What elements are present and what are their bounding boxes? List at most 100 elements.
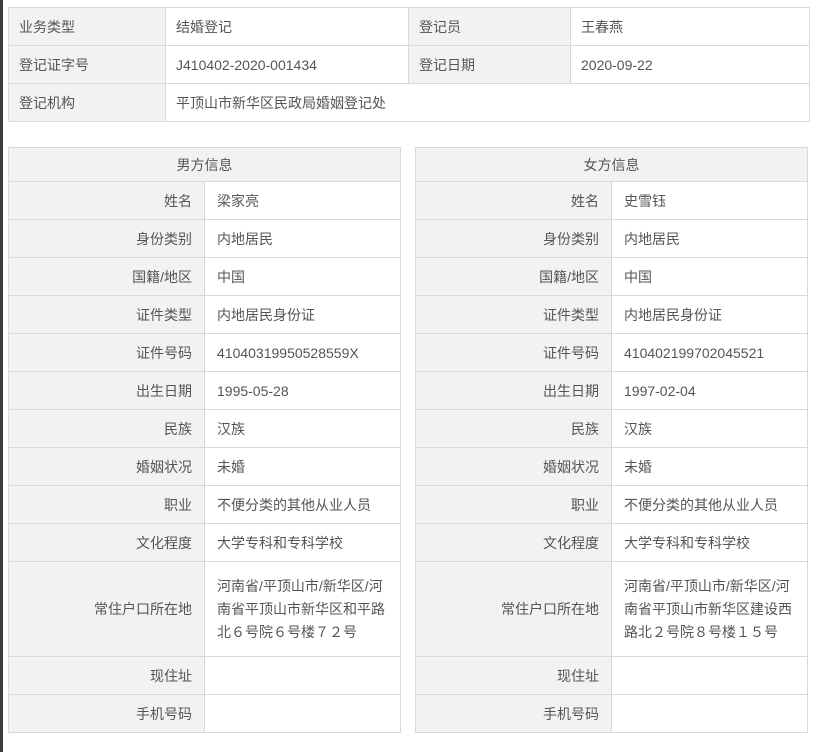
certificate-number-label: 登记证字号 — [8, 45, 166, 84]
male-row-ethnicity: 民族 汉族 — [8, 409, 401, 448]
field-value: 汉族 — [611, 409, 808, 448]
field-label: 国籍/地区 — [415, 257, 612, 296]
field-label: 婚姻状况 — [8, 447, 205, 486]
page-left-edge-divider — [0, 0, 3, 752]
table-row: 登记机构 平顶山市新华区民政局婚姻登记处 — [8, 83, 810, 122]
field-label: 常住户口所在地 — [415, 561, 612, 657]
field-value: 河南省/平顶山市/新华区/河南省平顶山市新华区和平路北６号院６号楼７２号 — [204, 561, 401, 657]
business-type-label: 业务类型 — [8, 7, 166, 46]
field-value: 中国 — [611, 257, 808, 296]
field-value: 大学专科和专科学校 — [611, 523, 808, 562]
field-label: 婚姻状况 — [415, 447, 612, 486]
field-value — [611, 694, 808, 733]
male-row-id-type: 证件类型 内地居民身份证 — [8, 295, 401, 334]
field-value — [204, 694, 401, 733]
table-row: 登记证字号 J410402-2020-001434 登记日期 2020-09-2… — [8, 45, 810, 84]
male-row-education: 文化程度 大学专科和专科学校 — [8, 523, 401, 562]
field-value: 不便分类的其他从业人员 — [204, 485, 401, 524]
table-header-row: 女方信息 — [415, 147, 808, 182]
field-label: 文化程度 — [8, 523, 205, 562]
female-row-household-address: 常住户口所在地 河南省/平顶山市/新华区/河南省平顶山市新华区建设西路北２号院８… — [415, 561, 808, 657]
male-row-marital-status: 婚姻状况 未婚 — [8, 447, 401, 486]
field-value: 梁家亮 — [204, 181, 401, 220]
female-row-birth-date: 出生日期 1997-02-04 — [415, 371, 808, 410]
female-row-id-type: 证件类型 内地居民身份证 — [415, 295, 808, 334]
female-row-id-number: 证件号码 410402199702045521 — [415, 333, 808, 372]
record-content: 业务类型 结婚登记 登记员 王春燕 登记证字号 J410402-2020-001… — [8, 7, 810, 733]
person-tables-row: 男方信息 姓名 梁家亮 身份类别 内地居民 国籍/地区 中国 — [8, 147, 810, 733]
field-value: 1995-05-28 — [204, 371, 401, 410]
field-value: 41040319950528559X — [204, 333, 401, 372]
female-row-nationality: 国籍/地区 中国 — [415, 257, 808, 296]
field-value: 1997-02-04 — [611, 371, 808, 410]
field-label: 民族 — [415, 409, 612, 448]
field-label: 手机号码 — [415, 694, 612, 733]
male-row-current-address: 现住址 — [8, 656, 401, 695]
field-label: 身份类别 — [8, 219, 205, 258]
field-label: 职业 — [8, 485, 205, 524]
female-row-occupation: 职业 不便分类的其他从业人员 — [415, 485, 808, 524]
field-value: 内地居民身份证 — [611, 295, 808, 334]
female-info-table: 女方信息 姓名 史雪钰 身份类别 内地居民 国籍/地区 中国 — [415, 147, 808, 733]
business-type-value: 结婚登记 — [165, 7, 409, 46]
female-row-name: 姓名 史雪钰 — [415, 181, 808, 220]
female-section-title: 女方信息 — [415, 147, 808, 182]
registration-date-value: 2020-09-22 — [570, 45, 810, 84]
female-row-ethnicity: 民族 汉族 — [415, 409, 808, 448]
field-value: 410402199702045521 — [611, 333, 808, 372]
male-row-household-address: 常住户口所在地 河南省/平顶山市/新华区/河南省平顶山市新华区和平路北６号院６号… — [8, 561, 401, 657]
certificate-number-value: J410402-2020-001434 — [165, 45, 409, 84]
female-row-mobile: 手机号码 — [415, 694, 808, 733]
male-row-occupation: 职业 不便分类的其他从业人员 — [8, 485, 401, 524]
field-value: 中国 — [204, 257, 401, 296]
field-value: 河南省/平顶山市/新华区/河南省平顶山市新华区建设西路北２号院８号楼１５号 — [611, 561, 808, 657]
field-value: 未婚 — [611, 447, 808, 486]
field-label: 国籍/地区 — [8, 257, 205, 296]
table-header-row: 男方信息 — [8, 147, 401, 182]
field-label: 证件号码 — [8, 333, 205, 372]
field-label: 证件类型 — [8, 295, 205, 334]
registration-office-label: 登记机构 — [8, 83, 166, 122]
field-label: 现住址 — [8, 656, 205, 695]
field-value — [611, 656, 808, 695]
female-row-marital-status: 婚姻状况 未婚 — [415, 447, 808, 486]
field-value: 史雪钰 — [611, 181, 808, 220]
field-label: 证件类型 — [415, 295, 612, 334]
field-label: 职业 — [415, 485, 612, 524]
male-info-table: 男方信息 姓名 梁家亮 身份类别 内地居民 国籍/地区 中国 — [8, 147, 401, 733]
field-label: 姓名 — [8, 181, 205, 220]
male-row-birth-date: 出生日期 1995-05-28 — [8, 371, 401, 410]
female-row-current-address: 现住址 — [415, 656, 808, 695]
field-value: 不便分类的其他从业人员 — [611, 485, 808, 524]
field-label: 文化程度 — [415, 523, 612, 562]
field-value: 内地居民身份证 — [204, 295, 401, 334]
field-label: 手机号码 — [8, 694, 205, 733]
field-label: 民族 — [8, 409, 205, 448]
field-label: 身份类别 — [415, 219, 612, 258]
field-value: 未婚 — [204, 447, 401, 486]
field-value: 内地居民 — [611, 219, 808, 258]
female-row-identity-category: 身份类别 内地居民 — [415, 219, 808, 258]
registrar-label: 登记员 — [408, 7, 571, 46]
male-row-name: 姓名 梁家亮 — [8, 181, 401, 220]
male-section-title: 男方信息 — [8, 147, 401, 182]
male-row-identity-category: 身份类别 内地居民 — [8, 219, 401, 258]
registration-date-label: 登记日期 — [408, 45, 571, 84]
table-row: 业务类型 结婚登记 登记员 王春燕 — [8, 7, 810, 46]
field-value: 汉族 — [204, 409, 401, 448]
field-value — [204, 656, 401, 695]
field-label: 姓名 — [415, 181, 612, 220]
field-label: 现住址 — [415, 656, 612, 695]
field-value: 内地居民 — [204, 219, 401, 258]
field-label: 出生日期 — [8, 371, 205, 410]
field-label: 证件号码 — [415, 333, 612, 372]
male-row-id-number: 证件号码 41040319950528559X — [8, 333, 401, 372]
field-label: 出生日期 — [415, 371, 612, 410]
male-row-nationality: 国籍/地区 中国 — [8, 257, 401, 296]
female-row-education: 文化程度 大学专科和专科学校 — [415, 523, 808, 562]
field-label: 常住户口所在地 — [8, 561, 205, 657]
male-row-mobile: 手机号码 — [8, 694, 401, 733]
field-value: 大学专科和专科学校 — [204, 523, 401, 562]
registrar-value: 王春燕 — [570, 7, 810, 46]
